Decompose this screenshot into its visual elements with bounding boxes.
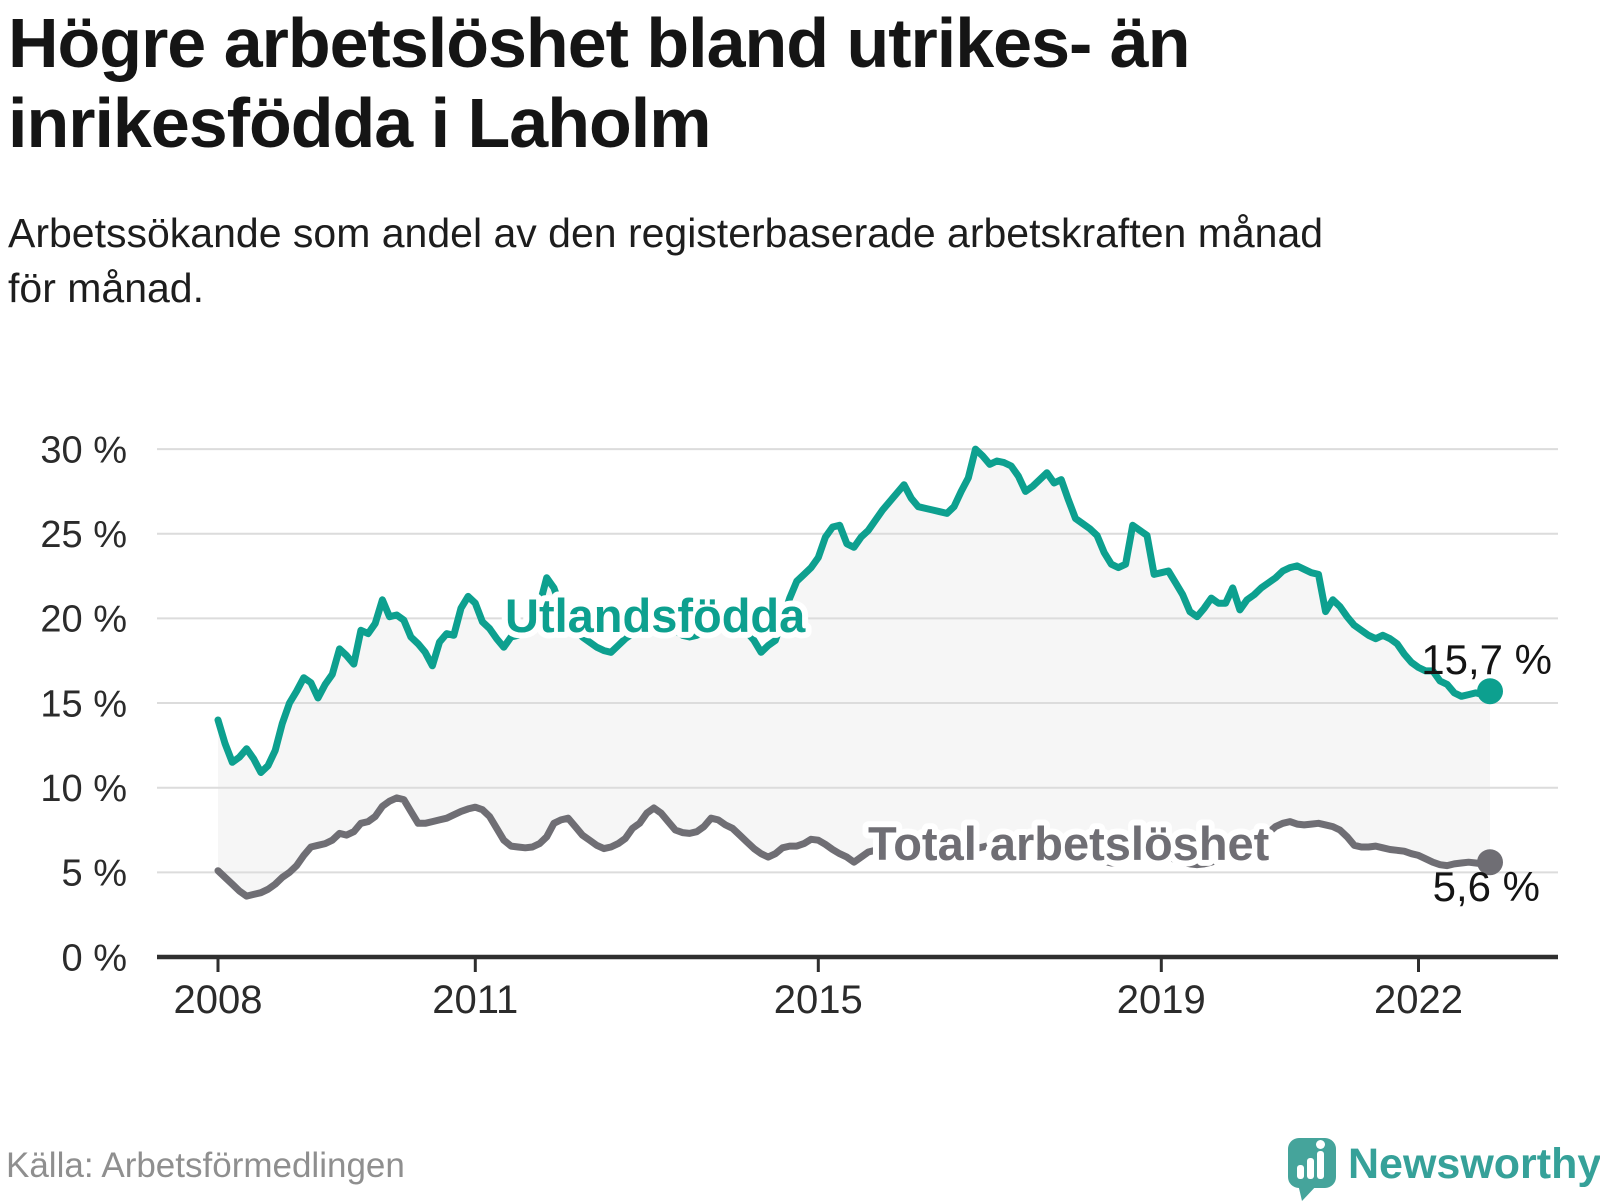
y-tick-label-20: 20 % [40,599,127,641]
y-tick-label-10: 10 % [40,768,127,810]
x-tick-label-2011: 2011 [432,978,518,1022]
gridlines [157,448,1558,874]
series-line-total [214,794,1494,900]
page-title: Högre arbetslöshet bland utrikes- än inr… [8,4,1190,162]
x-tick-label-2019: 2019 [1117,978,1206,1022]
y-tick-label-25: 25 % [40,514,127,556]
page-subtitle: Arbetssökande som andel av den registerb… [8,210,1324,311]
y-tick-label-30: 30 % [40,429,127,471]
series-end-dot-utlandsfodda [1477,678,1503,705]
source-note: Källa: Arbetsförmedlingen [6,1146,405,1185]
x-axis [157,954,1558,972]
series-label-total-arbetsloshet: Total arbetslöshet [868,817,1270,870]
newsworthy-brand-name: Newsworthy [1348,1140,1600,1188]
x-tick-label-2008: 2008 [174,978,263,1022]
chart-annotations: Utlandsfödda Total arbetslöshet 15,7 % 5… [499,583,1552,910]
series-lines [214,445,1503,900]
y-tick-label-0: 0 % [62,937,127,979]
x-tick-label-2015: 2015 [774,978,863,1022]
area-between-series [218,449,1490,897]
fill-between-area [218,449,1490,897]
x-tick-label-2022: 2022 [1374,978,1463,1022]
series-line-utlandsfodda [214,445,1494,776]
series-end-dot-total [1477,849,1503,876]
axis-tick-labels: 0 % 5 % 10 % 15 % 20 % 25 % 30 % 2008 2011 2015 20… [40,429,1463,1022]
end-value-label-utlandsfodda: 15,7 % [1421,636,1552,683]
end-value-label-total: 5,6 % [1433,863,1540,910]
newsworthy-logo-icon [1288,1138,1336,1201]
y-tick-label-5: 5 % [62,853,127,895]
series-label-utlandsfodda: Utlandsfödda [505,589,806,642]
y-tick-label-15: 15 % [40,683,127,725]
